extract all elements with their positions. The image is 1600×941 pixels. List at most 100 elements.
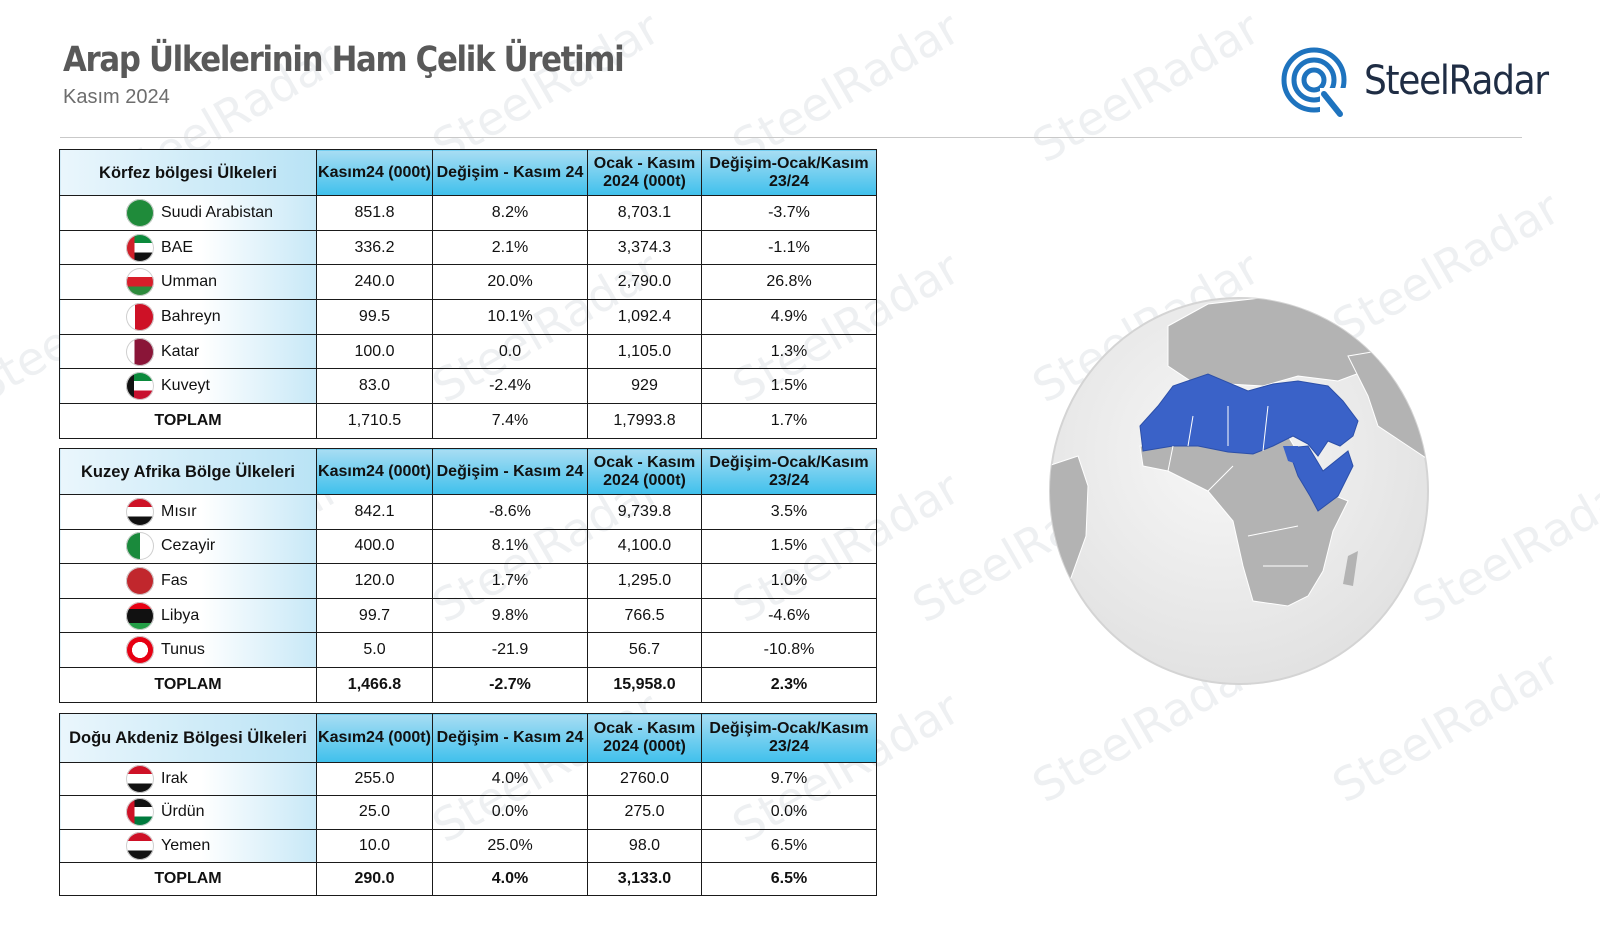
value-cell: 83.0 [316, 368, 433, 405]
value-cell: 9.7% [701, 761, 877, 797]
north-africa-region-table: Kuzey Afrika Bölge Ülkeleri Kasım24 (000… [59, 448, 877, 703]
page-subtitle: Kasım 2024 [63, 86, 170, 108]
country-cell: BAE [59, 229, 317, 266]
column-header: Değişim - Kasım 24 [432, 713, 588, 763]
value-cell: 25.0% [432, 828, 588, 863]
country-name: Libya [161, 606, 200, 624]
country-name: BAE [161, 238, 194, 256]
value-cell: 10.1% [432, 299, 588, 335]
total-value-cell: 15,958.0 [587, 666, 702, 703]
value-cell: 842.1 [316, 494, 433, 530]
uae-flag-icon [126, 233, 154, 262]
value-cell: 56.7 [587, 632, 702, 668]
value-cell: 25.0 [316, 795, 433, 830]
value-cell: 0.0% [432, 795, 588, 830]
region-header: Doğu Akdeniz Bölgesi Ülkeleri [59, 713, 317, 763]
value-cell: 1.7% [432, 563, 588, 599]
value-cell: 20.0% [432, 264, 588, 301]
radar-icon [1281, 47, 1350, 118]
morocco-flag-icon [126, 566, 154, 595]
country-name: Kuveyt [161, 377, 210, 395]
table-header-row: Körfez bölgesi Ülkeleri Kasım24 (000t) D… [59, 149, 877, 196]
value-cell: 240.0 [316, 264, 433, 301]
watermark-text: SteelRadar [723, 0, 969, 174]
region-header: Körfez bölgesi Ülkeleri [59, 149, 317, 196]
watermark-text: SteelRadar [1023, 0, 1269, 174]
bahrain-flag-icon [126, 302, 154, 331]
libya-flag-icon [126, 601, 154, 630]
value-cell: 1,092.4 [587, 299, 702, 335]
table-row: Ürdün 25.0 0.0% 275.0 0.0% [59, 795, 877, 830]
country-cell: Katar [59, 333, 317, 370]
country-name: Mısır [161, 502, 197, 520]
value-cell: 8.2% [432, 195, 588, 231]
value-cell: 99.5 [316, 299, 433, 335]
value-cell: 0.0% [701, 795, 877, 830]
globe-icon [1049, 297, 1429, 685]
table-row: Bahreyn 99.5 10.1% 1,092.4 4.9% [59, 299, 877, 335]
value-cell: 3.5% [701, 494, 877, 530]
total-label: TOPLAM [59, 666, 317, 703]
table-row: Libya 99.7 9.8% 766.5 -4.6% [59, 597, 877, 634]
total-value-cell: 1.7% [701, 403, 877, 439]
value-cell: 1,295.0 [587, 563, 702, 599]
column-header: Ocak - Kasım 2024 (000t) [587, 713, 702, 763]
value-cell: 4.0% [432, 761, 588, 797]
table-row: Katar 100.0 0.0 1,105.0 1.3% [59, 333, 877, 370]
value-cell: 9.8% [432, 597, 588, 634]
table-header-row: Kuzey Afrika Bölge Ülkeleri Kasım24 (000… [59, 448, 877, 495]
country-name: Suudi Arabistan [161, 203, 274, 221]
value-cell: 4.9% [701, 299, 877, 335]
value-cell: 5.0 [316, 632, 433, 668]
country-cell: Libya [59, 597, 317, 634]
country-cell: Suudi Arabistan [59, 195, 317, 231]
column-header: Ocak - Kasım 2024 (000t) [587, 448, 702, 495]
value-cell: 766.5 [587, 597, 702, 634]
country-cell: Bahreyn [59, 299, 317, 335]
total-value-cell: 4.0% [432, 861, 588, 897]
region-header: Kuzey Afrika Bölge Ülkeleri [59, 448, 317, 495]
value-cell: 0.0 [432, 333, 588, 370]
value-cell: 255.0 [316, 761, 433, 797]
value-cell: 9,739.8 [587, 494, 702, 530]
country-name: Umman [161, 273, 218, 291]
value-cell: 100.0 [316, 333, 433, 370]
table-row: Umman 240.0 20.0% 2,790.0 26.8% [59, 264, 877, 301]
table-row: Cezayir 400.0 8.1% 4,100.0 1.5% [59, 528, 877, 565]
value-cell: -1.1% [701, 229, 877, 266]
country-name: Cezayir [161, 537, 216, 555]
steelradar-logo: SteelRadar [1280, 44, 1580, 120]
value-cell: 336.2 [316, 229, 433, 266]
value-cell: -3.7% [701, 195, 877, 231]
table-row: Tunus 5.0 -21.9 56.7 -10.8% [59, 632, 877, 668]
country-cell: Fas [59, 563, 317, 599]
table-row: Fas 120.0 1.7% 1,295.0 1.0% [59, 563, 877, 599]
value-cell: -4.6% [701, 597, 877, 634]
total-row: TOPLAM 290.0 4.0% 3,133.0 6.5% [59, 861, 877, 897]
value-cell: -8.6% [432, 494, 588, 530]
page-title: Arap Ülkelerinin Ham Çelik Üretimi [63, 40, 625, 80]
jordan-flag-icon [126, 798, 154, 827]
country-cell: Mısır [59, 494, 317, 530]
column-header: Değişim - Kasım 24 [432, 448, 588, 495]
total-value-cell: 3,133.0 [587, 861, 702, 897]
column-header: Kasım24 (000t) [316, 713, 433, 763]
value-cell: 4,100.0 [587, 528, 702, 565]
value-cell: 851.8 [316, 195, 433, 231]
total-value-cell: 290.0 [316, 861, 433, 897]
value-cell: -2.4% [432, 368, 588, 405]
country-cell: Irak [59, 761, 317, 797]
value-cell: 929 [587, 368, 702, 405]
value-cell: 6.5% [701, 828, 877, 863]
tunisia-flag-icon [126, 636, 154, 665]
country-name: Katar [161, 342, 200, 360]
saudi-arabia-flag-icon [126, 198, 154, 227]
yemen-flag-icon [126, 831, 154, 860]
table-row: BAE 336.2 2.1% 3,374.3 -1.1% [59, 229, 877, 266]
total-value-cell: 6.5% [701, 861, 877, 897]
country-name: Bahreyn [161, 307, 221, 325]
value-cell: 3,374.3 [587, 229, 702, 266]
value-cell: 1.5% [701, 368, 877, 405]
value-cell: 2.1% [432, 229, 588, 266]
value-cell: 400.0 [316, 528, 433, 565]
